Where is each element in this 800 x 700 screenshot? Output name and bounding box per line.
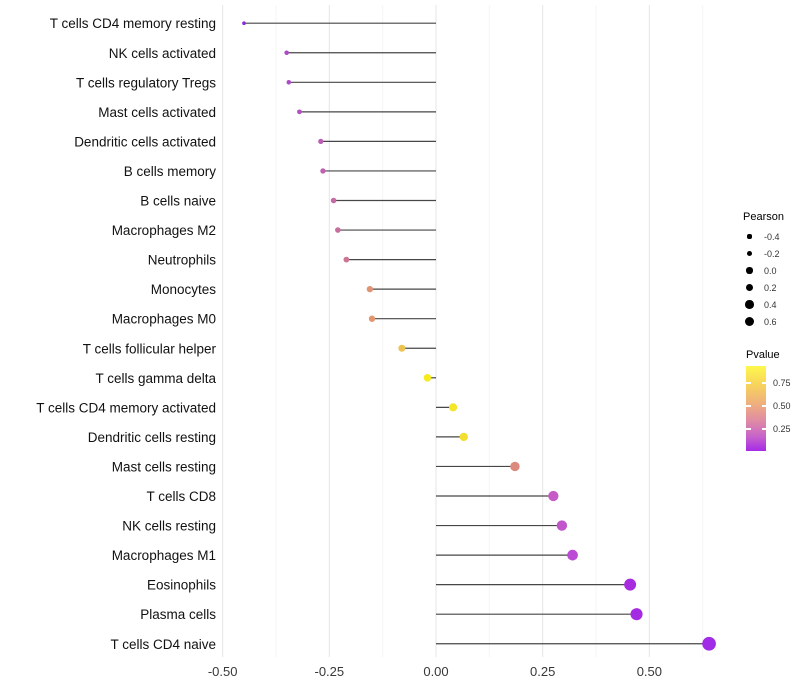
data-point: [423, 374, 432, 382]
y-axis-label: Monocytes: [151, 282, 217, 297]
data-point: [556, 520, 568, 531]
legend-pvalue-bar-wrap: 0.75 0.50 0.25: [746, 366, 791, 451]
data-point: [286, 80, 292, 85]
legend-pearson-entry: 0.4: [743, 296, 784, 313]
legend-pvalue-title: Pvalue: [746, 349, 780, 361]
legend-size-dot: [744, 316, 755, 327]
legend-pearson-title: Pearson: [743, 211, 784, 223]
y-axis-label: T cells CD4 memory resting: [50, 16, 216, 31]
data-point: [320, 168, 326, 174]
data-point: [366, 285, 374, 293]
y-axis-label: NK cells resting: [122, 519, 216, 534]
y-axis-label: T cells follicular helper: [83, 341, 217, 356]
y-axis-label: Macrophages M1: [112, 548, 216, 563]
data-point: [459, 432, 468, 442]
x-axis-label: 0.50: [637, 664, 662, 679]
legend-pearson-entry: 0.0: [743, 262, 784, 279]
data-point: [510, 461, 520, 472]
legend-pvalue: Pvalue 0.75 0.50 0.25: [746, 349, 791, 451]
y-axis-label: NK cells activated: [109, 46, 216, 61]
data-point: [242, 21, 246, 26]
data-point: [330, 197, 337, 204]
y-axis-label: Plasma cells: [140, 607, 216, 622]
legend-pearson-entry: -0.4: [743, 228, 784, 245]
y-axis-label: Dendritic cells activated: [74, 134, 216, 149]
x-axis-label: 0.25: [530, 664, 555, 679]
legend-size-dot: [747, 234, 752, 239]
legend-size-dot: [745, 283, 754, 292]
pvalue-tick-notch: [746, 428, 751, 430]
y-axis-label: B cells naive: [140, 194, 216, 209]
pvalue-tick-notch: [761, 382, 766, 384]
y-axis-label: T cells regulatory Tregs: [76, 75, 216, 90]
legend-pearson: Pearson -0.4 -0.2 0.0 0.2 0.4 0.6: [743, 211, 784, 330]
legend-size-label: 0.6: [764, 316, 777, 327]
legend-size-dot: [745, 300, 754, 309]
y-axis-label: T cells gamma delta: [95, 371, 216, 386]
x-axis-label: 0.00: [423, 664, 448, 679]
data-point: [368, 315, 376, 322]
x-axis-label: -0.25: [315, 664, 345, 679]
data-point: [702, 636, 716, 651]
data-point: [449, 403, 458, 412]
pvalue-tick-label: 0.25: [773, 424, 791, 434]
y-axis-label: T cells CD8: [146, 489, 216, 504]
pvalue-gradient-bar: [746, 366, 766, 451]
data-point: [284, 50, 289, 56]
legend-pearson-entry: 0.6: [743, 313, 784, 330]
pvalue-tick-label: 0.75: [773, 378, 791, 388]
y-axis-label: Dendritic cells resting: [88, 430, 216, 445]
legend-size-label: 0.4: [764, 299, 777, 310]
data-point: [630, 608, 643, 621]
legend-pearson-entries: -0.4 -0.2 0.0 0.2 0.4 0.6: [743, 228, 784, 330]
y-axis-label: Eosinophils: [147, 578, 216, 593]
data-point: [335, 227, 341, 233]
legend-size-label: 0.0: [764, 265, 777, 276]
y-axis-label: T cells CD4 naive: [110, 637, 216, 652]
data-point: [343, 256, 350, 263]
legend-pearson-entry: 0.2: [743, 279, 784, 296]
pvalue-tick-label: 0.50: [773, 401, 791, 411]
data-point: [567, 549, 578, 561]
x-axis-label: -0.50: [208, 664, 238, 679]
data-point: [398, 344, 406, 352]
pvalue-tick-notch: [761, 428, 766, 430]
data-point: [297, 109, 302, 115]
data-point: [624, 578, 637, 591]
pvalue-tick-notch: [746, 405, 751, 407]
data-point: [318, 138, 324, 145]
y-axis-label: Mast cells resting: [112, 459, 216, 474]
legend-pearson-entry: -0.2: [743, 245, 784, 262]
pvalue-tick-notch: [761, 405, 766, 407]
y-axis-label: B cells memory: [124, 164, 217, 179]
legend-size-dot: [746, 250, 753, 257]
y-axis-label: Mast cells activated: [98, 105, 216, 120]
y-axis-label: T cells CD4 memory activated: [36, 400, 216, 415]
legend-size-label: 0.2: [764, 282, 777, 293]
data-point: [548, 490, 559, 502]
legend-size-label: -0.2: [764, 248, 780, 259]
pvalue-tick-notch: [746, 382, 751, 384]
y-axis-label: Macrophages M2: [112, 223, 216, 238]
legend-size-dot: [746, 267, 753, 274]
legend-size-label: -0.4: [764, 231, 780, 242]
y-axis-label: Neutrophils: [148, 253, 217, 268]
y-axis-label: Macrophages M0: [112, 312, 216, 327]
